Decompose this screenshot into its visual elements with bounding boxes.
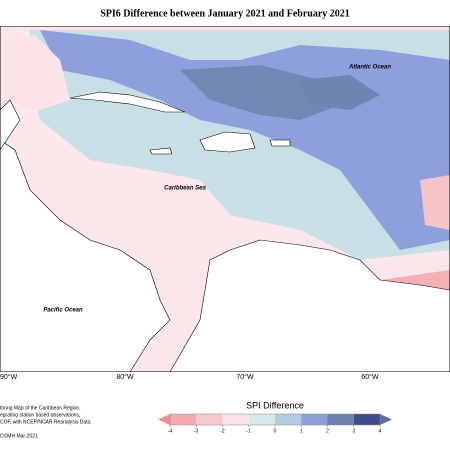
colorbar-end <box>158 414 170 425</box>
footnote-line: toring Map of the Caribbean Region. <box>0 405 81 411</box>
footnote-line: egrating station based observations, <box>0 412 80 418</box>
colorbar-tick-label: 3 <box>352 428 355 434</box>
field-pink <box>0 35 70 110</box>
sea-label: Caribbean Sea <box>164 186 206 192</box>
colorbar-bin <box>275 414 302 425</box>
island <box>269 139 291 147</box>
colorbar-bin <box>353 414 380 425</box>
island <box>199 131 256 153</box>
footnote-line: COF, with NCEP/NCAR Reanalysis Data. <box>0 419 92 425</box>
ocean-label: Pacific Ocean <box>43 308 83 314</box>
longitude-label: 70°W <box>236 373 254 381</box>
colorbar-tick-label: -1 <box>247 428 252 434</box>
colorbar-bin <box>170 414 197 425</box>
land <box>169 239 450 372</box>
colorbar-tick-label: 0 <box>274 428 277 434</box>
colorbar-tick-label: -3 <box>194 428 199 434</box>
ocean-label: Atlantic Ocean <box>348 65 391 71</box>
longitude-label: 90°W <box>0 373 18 381</box>
field-pink <box>420 175 450 230</box>
field-slate <box>300 75 380 110</box>
colorbar-tick-label: -2 <box>220 428 225 434</box>
field-slate <box>180 65 340 120</box>
land <box>0 99 21 151</box>
map-title: SPI6 Difference between January 2021 and… <box>100 8 350 19</box>
island <box>149 147 173 155</box>
colorbar-bin <box>222 414 249 425</box>
colorbar-tick-label: 2 <box>326 428 329 434</box>
footnote-line: C©MH Mar-2021 <box>0 432 38 439</box>
land <box>0 139 171 372</box>
colorbar-bin <box>301 414 328 425</box>
colorbar-tick-label: 1 <box>300 428 303 434</box>
footnote: toring Map of the Caribbean Region. egra… <box>0 405 92 439</box>
colorbar-bin <box>327 414 354 425</box>
longitude-label: 60°W <box>361 373 379 381</box>
colorbar-tick-label: -4 <box>168 428 173 434</box>
island <box>69 91 186 113</box>
colorbar-bin <box>248 414 275 425</box>
colorbar-title: SPI Difference <box>246 400 304 410</box>
map-area: Atlantic Ocean Caribbean Sea Pacific Oce… <box>0 26 450 381</box>
colorbar-end <box>380 414 392 425</box>
colorbar-tick-label: 4 <box>379 428 382 434</box>
longitude-label: 80°W <box>116 373 134 381</box>
colorbar: -4 -3 -2 -1 0 1 2 3 4 <box>158 413 392 434</box>
colorbar-bin <box>196 414 223 425</box>
